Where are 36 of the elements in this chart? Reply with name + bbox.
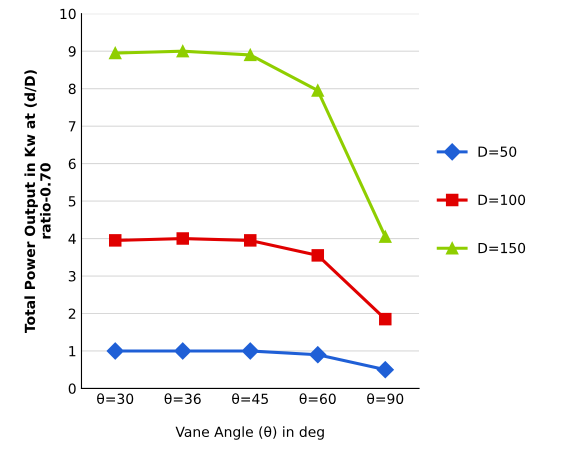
- y-tick-label: 1: [69, 346, 76, 356]
- y-tick-label: 3: [68, 270, 76, 282]
- y-tick-label: 10: [60, 8, 76, 20]
- point: [309, 346, 326, 364]
- point: [312, 249, 324, 262]
- x-tick-label: θ=45: [232, 393, 268, 404]
- x-tick-label: θ=30: [97, 393, 134, 404]
- point: [108, 46, 122, 60]
- x-tick-label: θ=60: [300, 393, 336, 404]
- point: [106, 342, 124, 360]
- point: [108, 234, 122, 247]
- point: [379, 312, 392, 326]
- x-tick-label: θ=90: [367, 393, 404, 404]
- y-axis-title: Total Power Output in Kw at (d/D) ratio-0.70: [24, 70, 51, 334]
- point: [242, 342, 259, 360]
- point: [176, 232, 189, 245]
- x-axis-title: Vane Angle (θ) in deg: [176, 426, 324, 440]
- y-tick-label: 4: [68, 234, 76, 244]
- point: [174, 342, 192, 360]
- x-tick-label: θ=36: [164, 393, 201, 404]
- legend-label: D=50: [478, 146, 516, 157]
- legend-label: D=100: [478, 194, 526, 206]
- y-tick-label: 9: [68, 46, 76, 57]
- point: [376, 361, 394, 378]
- y-tick-label: 0: [68, 383, 76, 394]
- y-tick-label: 6: [68, 158, 76, 170]
- y-tick-label: 7: [68, 121, 76, 132]
- y-tick-label: 5: [68, 196, 76, 207]
- point: [244, 234, 257, 247]
- point: [379, 230, 392, 243]
- point: [176, 44, 189, 58]
- y-tick-label: 8: [68, 84, 76, 94]
- y-tick-label: 2: [68, 308, 76, 319]
- point: [244, 48, 257, 62]
- legend-label: D=150: [478, 242, 526, 254]
- point: [312, 84, 324, 97]
